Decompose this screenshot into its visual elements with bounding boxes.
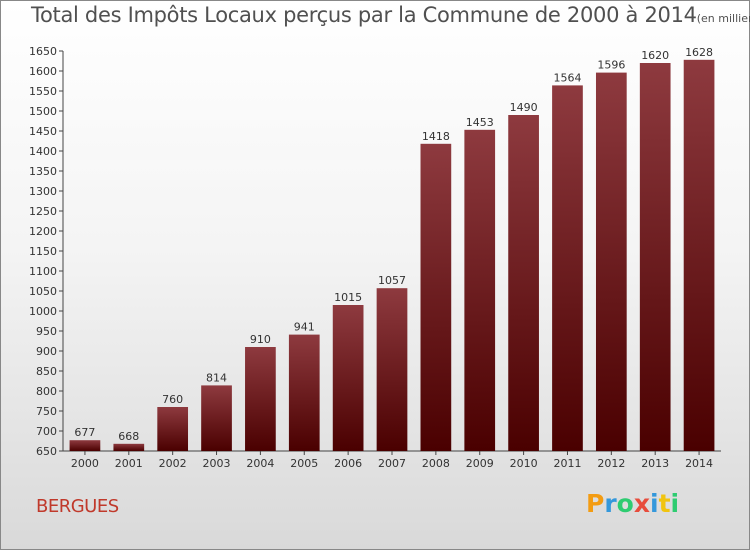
logo-letter: o <box>616 489 634 518</box>
bar <box>683 59 715 452</box>
y-tick-label: 1100 <box>29 265 57 278</box>
y-tick-label: 1600 <box>29 65 57 78</box>
logo-letter: i <box>670 489 680 518</box>
data-label: 941 <box>294 321 315 334</box>
x-tick-label: 2000 <box>71 457 99 470</box>
x-tick-label: 2003 <box>203 457 231 470</box>
y-tick-label: 1650 <box>29 45 57 58</box>
title-main: Total des Impôts Locaux perçus par la Co… <box>31 3 697 27</box>
logo-letter: x <box>633 489 650 518</box>
x-tick-label: 2013 <box>641 457 669 470</box>
data-label: 1490 <box>510 101 538 114</box>
bar <box>245 347 276 451</box>
bar <box>508 115 539 451</box>
y-tick-label: 1300 <box>29 185 57 198</box>
y-tick-label: 700 <box>36 425 57 438</box>
y-tick-label: 1150 <box>29 245 57 258</box>
x-tick-label: 2005 <box>290 457 318 470</box>
y-tick-label: 800 <box>36 385 57 398</box>
logo-letter: t <box>658 489 671 518</box>
proxiti-logo: Proxiti <box>586 489 679 518</box>
y-tick-label: 1350 <box>29 165 57 178</box>
y-tick-label: 900 <box>36 345 57 358</box>
data-label: 1564 <box>553 71 581 84</box>
y-tick-label: 1200 <box>29 225 57 238</box>
x-tick-label: 2014 <box>685 457 713 470</box>
x-tick-label: 2009 <box>466 457 494 470</box>
y-tick-label: 650 <box>36 445 57 458</box>
y-tick-label: 1450 <box>29 125 57 138</box>
data-label: 814 <box>206 371 227 384</box>
bar <box>639 63 671 451</box>
bar <box>69 440 101 451</box>
data-label: 1453 <box>466 116 494 129</box>
bar <box>288 334 320 451</box>
y-tick-label: 750 <box>36 405 57 418</box>
bar <box>376 288 408 451</box>
data-label: 1057 <box>378 274 406 287</box>
bar <box>552 85 583 452</box>
y-tick-label: 950 <box>36 325 57 338</box>
data-label: 760 <box>162 393 183 406</box>
bar <box>157 407 189 451</box>
x-tick-label: 2012 <box>597 457 625 470</box>
x-tick-label: 2008 <box>422 457 450 470</box>
logo-letter: r <box>604 489 617 518</box>
data-label: 1596 <box>597 59 625 72</box>
data-label: 677 <box>74 426 95 439</box>
x-tick-label: 2001 <box>115 457 143 470</box>
axes: 650 700 750 800 850 900 950 1000 1050 1100 1150 120… <box>29 45 721 470</box>
chart-title: Total des Impôts Locaux perçus par la Co… <box>31 3 750 27</box>
commune-name: BERGUES <box>36 496 119 517</box>
logo-letter: P <box>586 489 605 518</box>
data-label: 668 <box>118 430 139 443</box>
bar <box>464 129 496 452</box>
data-label: 1418 <box>422 130 450 143</box>
y-tick-label: 1400 <box>29 145 57 158</box>
data-label: 1628 <box>685 46 713 59</box>
bars <box>69 59 715 452</box>
x-tick-label: 2010 <box>510 457 538 470</box>
logo-letter: i <box>650 489 659 518</box>
x-tick-label: 2007 <box>378 457 406 470</box>
data-labels: 677 668 760 814 910 941 1015 1057 1418 1453 1490 15… <box>74 46 713 443</box>
y-tick-label: 850 <box>36 365 57 378</box>
bar <box>201 385 232 451</box>
bar <box>113 443 145 451</box>
x-tick-label: 2004 <box>246 457 274 470</box>
data-label: 1015 <box>334 291 362 304</box>
title-unit: (en milliers d'€) <box>696 12 750 25</box>
y-tick-label: 1500 <box>29 105 57 118</box>
x-tick-label: 2002 <box>159 457 187 470</box>
data-label: 1620 <box>641 49 669 62</box>
bar <box>420 143 452 452</box>
y-tick-label: 1050 <box>29 285 57 298</box>
y-tick-label: 1250 <box>29 205 57 218</box>
bar <box>595 72 627 451</box>
data-label: 910 <box>250 333 271 346</box>
y-tick-label: 1550 <box>29 85 57 98</box>
y-tick-label: 1000 <box>29 305 57 318</box>
x-tick-label: 2006 <box>334 457 362 470</box>
x-tick-label: 2011 <box>553 457 581 470</box>
bar <box>332 305 364 451</box>
